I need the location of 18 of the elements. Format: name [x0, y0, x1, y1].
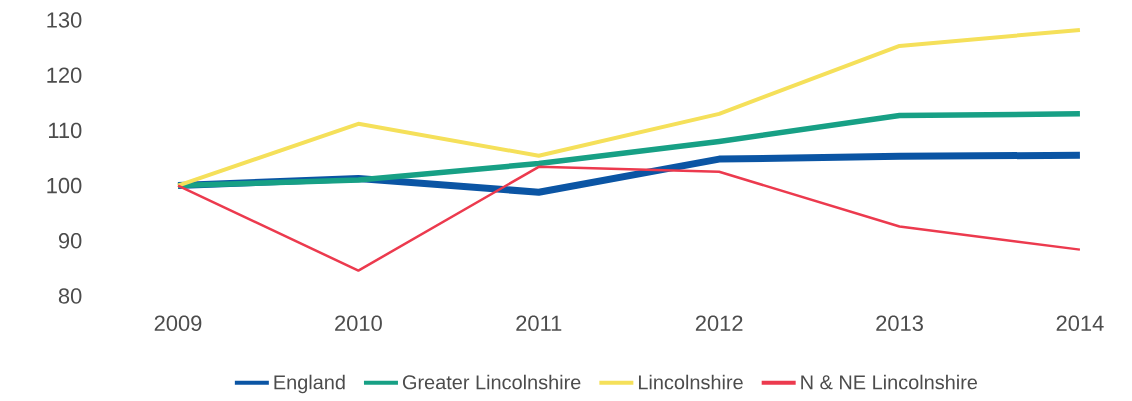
line-series [175, 27, 1082, 188]
y-tick-label: 120 [47, 67, 82, 83]
legend-label: England [274, 374, 345, 394]
x-tick-label: 2013 [876, 315, 923, 332]
legend-label: Greater Lincolnshire [402, 374, 581, 390]
x-tick-label: 2014 [1056, 315, 1104, 332]
x-tick-label: 2009 [154, 315, 202, 332]
x-tick-label: 2011 [516, 315, 562, 332]
y-tick-label: 80 [58, 288, 82, 304]
x-tick-label: 2012 [695, 315, 743, 332]
x-tick-label: 2010 [335, 315, 382, 332]
y-tick-label: 130 [47, 12, 82, 28]
y-tick-label: 110 [49, 122, 82, 139]
legend-label: N & NE Lincolnshire [801, 374, 978, 390]
y-tick-label: 100 [47, 177, 82, 194]
y-tick-label: 90 [58, 233, 82, 249]
legend-label: Lincolnshire [639, 374, 743, 390]
line-series [176, 165, 1082, 272]
